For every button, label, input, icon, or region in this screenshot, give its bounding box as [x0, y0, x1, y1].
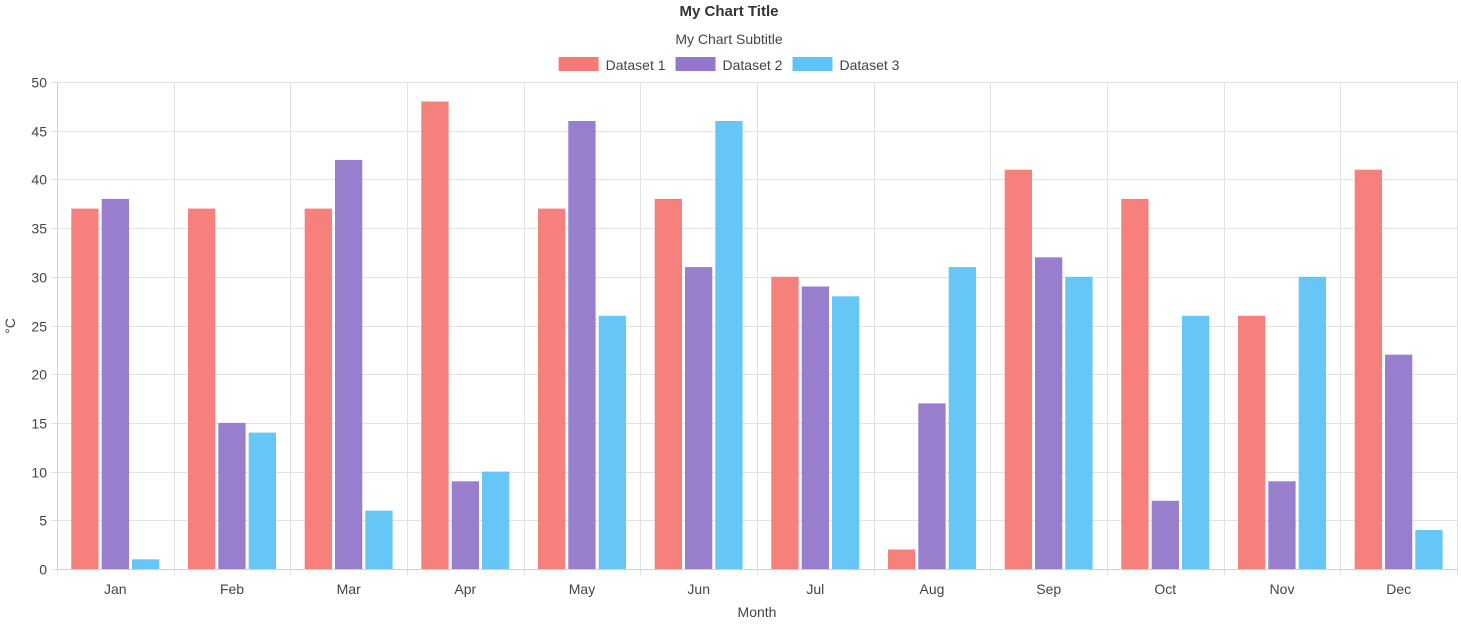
- x-tick-label: Sep: [1036, 581, 1061, 597]
- bar-dataset-1-oct[interactable]: [1121, 198, 1149, 569]
- x-tick-label: Nov: [1270, 581, 1295, 597]
- bars: [71, 101, 1443, 570]
- bar-dataset-3-aug[interactable]: [948, 267, 976, 569]
- bar-dataset-2-apr[interactable]: [451, 481, 479, 569]
- x-tick-label: Jun: [687, 581, 710, 597]
- x-tick-label: May: [569, 581, 595, 597]
- bar-dataset-2-may[interactable]: [568, 121, 596, 569]
- y-tick-label: 50: [31, 75, 47, 91]
- x-axis-label: Month: [738, 604, 777, 620]
- bar-dataset-1-sep[interactable]: [1004, 169, 1032, 569]
- legend[interactable]: Dataset 1 Dataset 2 Dataset 3: [558, 57, 900, 73]
- legend-swatch: [675, 57, 716, 71]
- x-tick-label: Apr: [454, 581, 476, 597]
- bar-dataset-1-dec[interactable]: [1354, 169, 1382, 569]
- x-tick-label: Aug: [920, 581, 945, 597]
- x-tick-label: Jul: [806, 581, 824, 597]
- bar-dataset-1-apr[interactable]: [421, 101, 449, 570]
- bar-dataset-2-feb[interactable]: [218, 422, 246, 569]
- legend-item-dataset-1[interactable]: Dataset 1: [558, 57, 666, 73]
- bar-dataset-2-sep[interactable]: [1035, 257, 1063, 569]
- bar-dataset-3-sep[interactable]: [1065, 276, 1093, 569]
- bar-dataset-1-jul[interactable]: [771, 276, 799, 569]
- x-axis-ticks: Jan Feb Mar Apr May Jun Jul Aug Sep Oct Nov Dec: [104, 581, 1411, 597]
- bar-dataset-1-feb[interactable]: [188, 208, 216, 569]
- bar-dataset-2-mar[interactable]: [335, 159, 363, 569]
- legend-label: Dataset 1: [606, 57, 666, 73]
- bar-dataset-3-jan[interactable]: [132, 559, 160, 569]
- bar-dataset-2-aug[interactable]: [918, 403, 946, 569]
- y-axis-ticks: 0 5 10 15 20 25 30 35 40 45 50: [31, 75, 47, 578]
- legend-swatch: [792, 57, 833, 71]
- bar-dataset-3-jun[interactable]: [715, 121, 743, 569]
- x-tick-label: Feb: [220, 581, 244, 597]
- y-tick-label: 40: [31, 172, 47, 188]
- x-tick-label: Dec: [1386, 581, 1411, 597]
- bar-dataset-3-dec[interactable]: [1415, 530, 1443, 569]
- legend-swatch: [558, 57, 599, 71]
- y-tick-label: 20: [31, 367, 47, 383]
- bar-dataset-1-may[interactable]: [538, 208, 566, 569]
- legend-label: Dataset 2: [723, 57, 783, 73]
- y-tick-label: 45: [31, 124, 47, 140]
- chart-subtitle: My Chart Subtitle: [675, 31, 783, 47]
- bar-dataset-2-jun[interactable]: [685, 267, 713, 569]
- bar-dataset-3-may[interactable]: [598, 315, 626, 569]
- x-tick-label: Jan: [104, 581, 127, 597]
- y-axis-label: °C: [2, 318, 18, 334]
- bar-dataset-1-jun[interactable]: [654, 198, 682, 569]
- bar-dataset-1-jan[interactable]: [71, 208, 99, 569]
- legend-item-dataset-2[interactable]: Dataset 2: [675, 57, 783, 73]
- y-tick-label: 5: [39, 513, 47, 529]
- bar-dataset-2-dec[interactable]: [1385, 354, 1413, 569]
- chart-title: My Chart Title: [680, 3, 779, 20]
- grid: [51, 82, 1458, 575]
- x-tick-label: Mar: [337, 581, 361, 597]
- bar-dataset-3-feb[interactable]: [248, 432, 276, 569]
- bar-dataset-2-jan[interactable]: [101, 198, 129, 569]
- bar-dataset-2-nov[interactable]: [1268, 481, 1296, 569]
- y-tick-label: 15: [31, 416, 47, 432]
- bar-dataset-1-nov[interactable]: [1238, 315, 1266, 569]
- bar-dataset-2-jul[interactable]: [801, 286, 829, 570]
- y-tick-label: 0: [39, 562, 47, 578]
- y-tick-label: 35: [31, 221, 47, 237]
- bar-dataset-1-mar[interactable]: [304, 208, 332, 569]
- bar-dataset-3-oct[interactable]: [1182, 315, 1210, 569]
- bar-dataset-3-mar[interactable]: [365, 510, 393, 569]
- x-tick-label: Oct: [1154, 581, 1176, 597]
- bar-dataset-3-apr[interactable]: [482, 471, 510, 569]
- bar-dataset-1-aug[interactable]: [888, 549, 916, 570]
- bar-dataset-2-oct[interactable]: [1151, 500, 1179, 569]
- bar-dataset-3-nov[interactable]: [1298, 276, 1326, 569]
- y-tick-label: 25: [31, 319, 47, 335]
- y-tick-label: 10: [31, 465, 47, 481]
- y-tick-label: 30: [31, 270, 47, 286]
- legend-item-dataset-3[interactable]: Dataset 3: [792, 57, 900, 73]
- legend-label: Dataset 3: [840, 57, 900, 73]
- bar-dataset-3-jul[interactable]: [832, 296, 860, 569]
